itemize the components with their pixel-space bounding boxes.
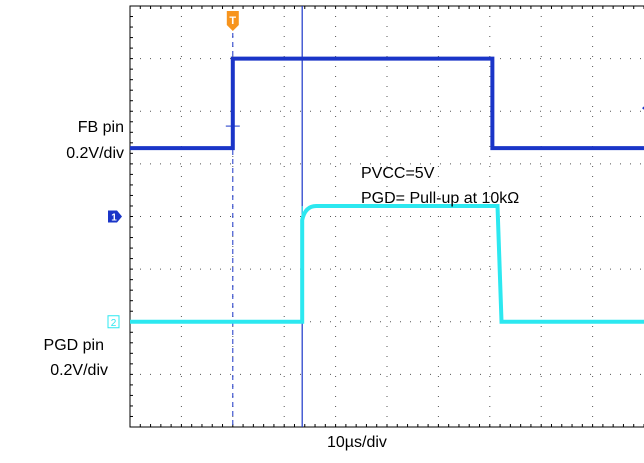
fb-waveform	[130, 56, 644, 151]
channel-1-marker-label: 1	[111, 213, 117, 224]
trigger-marker-label: T	[229, 15, 236, 27]
pgd-waveform	[130, 203, 644, 324]
channel-1-marker-icon	[108, 210, 122, 223]
pgd-channel-scale: 0.2V/div	[50, 362, 108, 379]
graticule-grid	[129, 5, 644, 428]
pgd-channel-name: PGD pin	[43, 337, 104, 354]
trigger-marker-icon	[226, 11, 239, 31]
channel-markers: T 1 2	[107, 11, 644, 329]
time-scale-label: 10µs/div	[327, 434, 387, 451]
waveform-traces	[130, 6, 644, 427]
fb-channel-scale: 0.2V/div	[66, 145, 124, 162]
channel-2-marker-label: 2	[111, 318, 117, 329]
annotation-pvcc: PVCC=5V	[361, 165, 435, 182]
channel-2-marker-icon	[107, 315, 120, 329]
annotation-pgd-pullup: PGD= Pull-up at 10kΩ	[361, 190, 520, 207]
fb-channel-name: FB pin	[77, 119, 124, 136]
